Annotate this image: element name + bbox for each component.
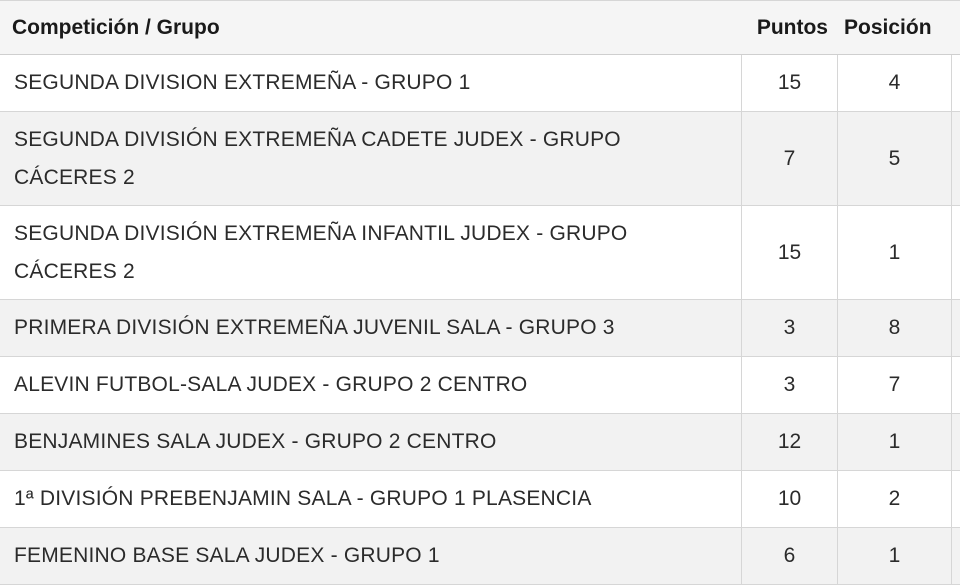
competition-name: 1ª DIVISIÓN PREBENJAMIN SALA - GRUPO 1 P… <box>14 487 592 510</box>
position-cell: 5 <box>838 112 952 205</box>
position-cell: 4 <box>838 55 952 111</box>
points-cell: 6 <box>742 528 838 584</box>
points-cell: 12 <box>742 414 838 470</box>
competition-name: BENJAMINES SALA JUDEX - GRUPO 2 CENTRO <box>14 430 497 453</box>
competition-name: ALEVIN FUTBOL-SALA JUDEX - GRUPO 2 CENTR… <box>14 373 528 396</box>
points-cell: 7 <box>742 112 838 205</box>
points-cell: 15 <box>742 55 838 111</box>
competition-cell: BENJAMINES SALA JUDEX - GRUPO 2 CENTRO <box>0 414 742 470</box>
table-row[interactable]: 1ª DIVISIÓN PREBENJAMIN SALA - GRUPO 1 P… <box>0 471 960 528</box>
competition-name: FEMENINO BASE SALA JUDEX - GRUPO 1 <box>14 544 440 567</box>
competition-name: SEGUNDA DIVISIÓN EXTREMEÑA INFANTIL JUDE… <box>14 221 628 283</box>
header-points[interactable]: Puntos <box>756 15 828 39</box>
competition-name: SEGUNDA DIVISIÓN EXTREMEÑA CADETE JUDEX … <box>14 127 621 189</box>
table-row[interactable]: ALEVIN FUTBOL-SALA JUDEX - GRUPO 2 CENTR… <box>0 357 960 414</box>
competition-cell: 1ª DIVISIÓN PREBENJAMIN SALA - GRUPO 1 P… <box>0 471 742 527</box>
competition-cell: SEGUNDA DIVISIÓN EXTREMEÑA CADETE JUDEX … <box>0 112 742 205</box>
points-cell: 3 <box>742 300 838 356</box>
header-position[interactable]: Posición <box>844 15 932 39</box>
position-cell: 1 <box>838 414 952 470</box>
position-cell: 1 <box>838 528 952 584</box>
position-cell: 1 <box>838 206 952 299</box>
competition-name: PRIMERA DIVISIÓN EXTREMEÑA JUVENIL SALA … <box>14 316 615 339</box>
competition-cell: SEGUNDA DIVISIÓN EXTREMEÑA INFANTIL JUDE… <box>0 206 742 299</box>
position-cell: 7 <box>838 357 952 413</box>
table-row[interactable]: FEMENINO BASE SALA JUDEX - GRUPO 1 6 1 <box>0 528 960 585</box>
position-cell: 8 <box>838 300 952 356</box>
competition-name: SEGUNDA DIVISION EXTREMEÑA - GRUPO 1 <box>14 71 471 94</box>
table-header: Competición / Grupo Puntos Posición <box>0 1 960 55</box>
table-row[interactable]: BENJAMINES SALA JUDEX - GRUPO 2 CENTRO 1… <box>0 414 960 471</box>
points-cell: 3 <box>742 357 838 413</box>
competition-cell: SEGUNDA DIVISION EXTREMEÑA - GRUPO 1 <box>0 55 742 111</box>
header-competition[interactable]: Competición / Grupo <box>12 15 220 39</box>
points-cell: 15 <box>742 206 838 299</box>
competition-cell: FEMENINO BASE SALA JUDEX - GRUPO 1 <box>0 528 742 584</box>
points-cell: 10 <box>742 471 838 527</box>
table-row[interactable]: SEGUNDA DIVISIÓN EXTREMEÑA CADETE JUDEX … <box>0 112 960 206</box>
table-row[interactable]: SEGUNDA DIVISIÓN EXTREMEÑA INFANTIL JUDE… <box>0 206 960 300</box>
position-cell: 2 <box>838 471 952 527</box>
table-row[interactable]: SEGUNDA DIVISION EXTREMEÑA - GRUPO 1 15 … <box>0 55 960 112</box>
competition-cell: PRIMERA DIVISIÓN EXTREMEÑA JUVENIL SALA … <box>0 300 742 356</box>
table-row[interactable]: PRIMERA DIVISIÓN EXTREMEÑA JUVENIL SALA … <box>0 300 960 357</box>
competition-cell: ALEVIN FUTBOL-SALA JUDEX - GRUPO 2 CENTR… <box>0 357 742 413</box>
